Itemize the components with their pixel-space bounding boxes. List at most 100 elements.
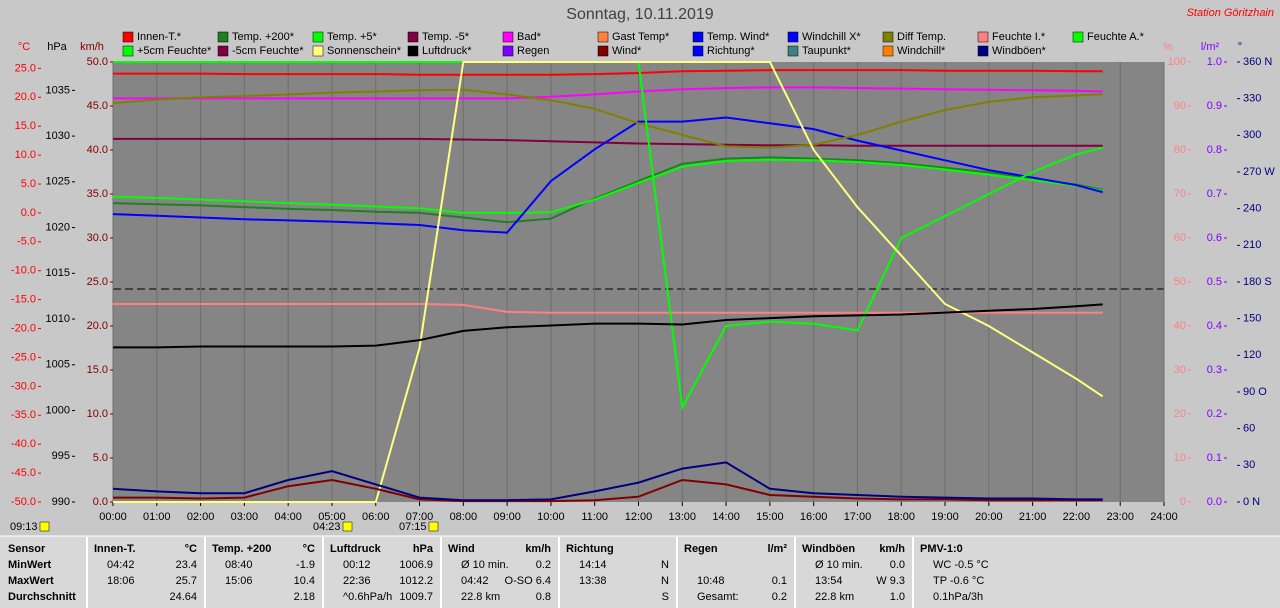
y-tick-label: 150 [1243,313,1261,325]
series-line [113,303,1103,349]
cell-right: 0.1 [772,575,787,587]
y-tick-label: 0.8 [1207,144,1222,156]
column-header: Richtung [566,543,614,555]
column-unit: km/h [525,543,551,555]
series-line [113,69,1103,76]
x-tick-label: 20:00 [975,511,1003,523]
y-tick-label: 0.9 [1207,100,1222,112]
legend-label: Temp. +200* [232,31,295,43]
column-header: Windböen [802,543,855,555]
y-tick-label: 10.0 [87,408,108,420]
time-marker-icon [342,521,353,532]
legend-label: Richtung* [707,45,755,57]
y-tick-label: 5.0 [21,178,36,190]
legend-label: Temp. +5* [327,31,378,43]
legend-swatch [882,31,894,43]
y-tick-label: 1030 [46,130,70,142]
y-tick-label: 40 [1174,320,1186,332]
y-tick-label: 20.0 [15,91,36,103]
y-tick-label: -20.0 [11,322,36,334]
column-header: Innen-T. [94,543,136,555]
y-tick-label: 0.5 [1207,276,1222,288]
legend-swatch [502,31,514,43]
y-tick-label: 270 W [1243,166,1275,178]
legend-label: Bad* [517,31,542,43]
cell-left: 04:42 [461,575,489,587]
cell-left: 22.8 km [461,591,500,603]
y-tick-label: -45.0 [11,467,36,479]
cell-right: W 9.3 [876,575,905,587]
x-tick-label: 04:00 [274,511,302,523]
cell-left: 00:12 [343,559,371,571]
cell-right: N [661,575,669,587]
y-tick-label: -50.0 [11,496,36,508]
y-tick-label: 10.0 [15,149,36,161]
y-tick-label: 330 [1243,93,1261,105]
cell-left: 10:48 [697,575,725,587]
cell-right: 2.18 [294,591,315,603]
cell-right: 1012.2 [399,575,433,587]
y-tick-label: 1025 [46,176,70,188]
y-tick-label: 15.0 [87,364,108,376]
cell-left: 13:54 [815,575,843,587]
x-tick-label: 11:00 [581,511,608,523]
x-tick-label: 21:00 [1019,511,1047,523]
y-tick-label: 40.0 [87,144,108,156]
legend-label: Taupunkt* [802,45,852,57]
cell-right: S [662,591,669,603]
legend-swatch [787,31,799,43]
series-line [113,478,1103,503]
cell-right: 25.7 [176,575,197,587]
y-tick-label: 0.0 [21,207,36,219]
cell-right: -1.9 [296,559,315,571]
column-unit: km/h [879,543,905,555]
x-tick-label: 08:00 [450,511,478,523]
y-tick-label: 50.0 [87,56,108,68]
y-tick-label: 0 [1180,496,1186,508]
cell-left: 22:36 [343,575,371,587]
x-tick-label: 12:00 [625,511,653,523]
y-tick-label: -40.0 [11,438,36,450]
series-line [113,137,1103,147]
column-unit: hPa [413,543,434,555]
axis-title: % [1163,41,1173,53]
y-tick-label: 5.0 [93,452,108,464]
cell-right: 0.2 [536,559,551,571]
x-tick-label: 09:00 [493,511,521,523]
legend-label: Temp. -5* [422,31,470,43]
axis-title: km/h [80,41,104,53]
y-tick-label: 15.0 [15,120,36,132]
x-tick-label: 02:00 [187,511,215,523]
row-label: MaxWert [8,575,54,587]
cell-right: 1006.9 [399,559,433,571]
legend-swatch [597,31,609,43]
series-line [112,156,1103,224]
row-label: Sensor [8,543,46,555]
column-header: Luftdruck [330,543,382,555]
cell-left: Ø 10 min. [815,559,863,571]
legend-swatch [692,45,704,57]
legend-label: +5cm Feuchte* [137,45,212,57]
y-tick-label: 1035 [46,84,70,96]
column-header: PMV-1:0 [920,543,963,555]
y-tick-label: 0.1 [1207,452,1222,464]
cell-right: 0.8 [536,591,551,603]
y-tick-label: 995 [52,450,70,462]
y-tick-label: 0.7 [1207,188,1222,200]
y-tick-label: 0.4 [1207,320,1222,332]
legend-swatch [502,45,514,57]
x-tick-label: 17:00 [844,511,872,523]
y-tick-label: -15.0 [11,294,36,306]
y-tick-label: 60 [1243,423,1255,435]
y-tick-label: 20 [1174,408,1186,420]
y-tick-label: 90 [1174,100,1186,112]
legend-swatch [407,45,419,57]
x-tick-label: 06:00 [362,511,390,523]
y-tick-label: 240 [1243,203,1261,215]
axis-title: °C [18,41,30,53]
y-tick-label: 80 [1174,144,1186,156]
legend-swatch [977,45,989,57]
legend-label: Sonnenschein* [327,45,402,57]
y-tick-label: 0.6 [1207,232,1222,244]
